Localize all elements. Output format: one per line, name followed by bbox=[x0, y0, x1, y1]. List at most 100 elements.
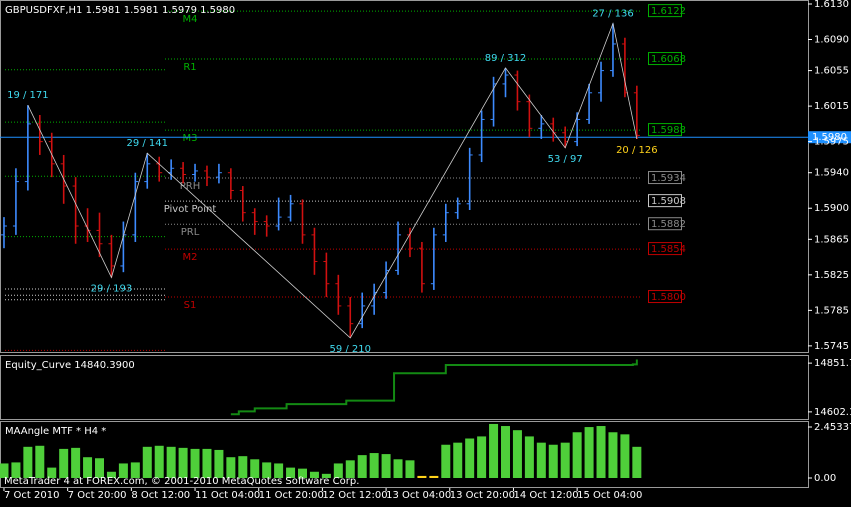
histogram-bar bbox=[345, 460, 355, 478]
histogram-bar bbox=[11, 462, 21, 478]
panel-frame bbox=[0, 355, 809, 420]
level-name: R1 bbox=[183, 62, 196, 73]
histogram-bar bbox=[548, 444, 558, 478]
level-value: 1.5908 bbox=[651, 196, 686, 207]
y-tick-label: 1.5975 bbox=[814, 137, 849, 148]
histogram-bar bbox=[381, 454, 391, 478]
histogram-bar bbox=[47, 467, 57, 478]
zigzag-label: 20 / 126 bbox=[616, 145, 658, 156]
level-value: 1.6068 bbox=[651, 54, 686, 65]
histogram-bar bbox=[250, 459, 260, 478]
level-box bbox=[648, 52, 682, 66]
zigzag-label: 27 / 136 bbox=[592, 9, 634, 20]
level-box bbox=[648, 217, 682, 231]
histogram-bar bbox=[298, 468, 308, 478]
histogram-bar bbox=[429, 475, 439, 478]
histogram-bar bbox=[417, 475, 427, 478]
panel-title: GBPUSDFXF,H1 1.5981 1.5981 1.5979 1.5980 bbox=[5, 5, 235, 16]
x-tick-label: 8 Oct 12:00 bbox=[131, 490, 190, 501]
histogram-bar bbox=[477, 436, 487, 478]
histogram-bar bbox=[321, 473, 331, 478]
level-value: 1.5854 bbox=[651, 244, 686, 255]
level-name: M3 bbox=[183, 133, 198, 144]
equity-line bbox=[230, 359, 638, 416]
histogram-bar bbox=[214, 449, 224, 478]
histogram-bar bbox=[524, 436, 534, 478]
histogram-bar bbox=[262, 462, 272, 478]
y-tick-label: 1.5900 bbox=[814, 203, 849, 214]
histogram-bar bbox=[118, 463, 128, 478]
level-name: PRH bbox=[180, 181, 201, 192]
zigzag-label: 89 / 312 bbox=[485, 53, 527, 64]
histogram-bar bbox=[130, 462, 140, 478]
zigzag-label: 29 / 193 bbox=[91, 283, 133, 294]
histogram-bar bbox=[572, 432, 582, 478]
x-tick-label: 13 Oct 04:00 bbox=[386, 490, 451, 501]
histogram-bar bbox=[95, 458, 105, 478]
histogram-bar bbox=[632, 446, 642, 478]
histogram-bar bbox=[608, 432, 618, 478]
histogram-bar bbox=[226, 457, 236, 478]
y-tick-label: 1.5785 bbox=[814, 305, 849, 316]
level-box bbox=[648, 194, 682, 208]
zigzag-label: 59 / 210 bbox=[329, 344, 371, 355]
level-name: PRL bbox=[181, 227, 200, 238]
level-value: 1.5882 bbox=[651, 219, 686, 230]
x-tick-label: 7 Oct 2010 bbox=[4, 490, 59, 501]
histogram-bar bbox=[274, 463, 284, 478]
level-value: 1.5988 bbox=[651, 125, 686, 136]
panel-frame bbox=[0, 0, 809, 353]
level-box bbox=[648, 290, 682, 304]
y-tick-label: 1.5745 bbox=[814, 341, 849, 352]
y-tick-label: 14851.73 bbox=[814, 358, 851, 369]
histogram-bar bbox=[309, 471, 319, 478]
zigzag-label: 53 / 97 bbox=[548, 154, 583, 165]
level-box bbox=[648, 4, 682, 18]
level-box bbox=[648, 123, 682, 137]
histogram-bar bbox=[106, 471, 116, 478]
histogram-bar bbox=[35, 445, 45, 478]
y-tick-label: 14602.15 bbox=[814, 407, 851, 418]
x-tick-label: 14 Oct 12:00 bbox=[513, 490, 578, 501]
histogram-bar bbox=[286, 467, 296, 478]
y-tick-label: 2.453375 bbox=[814, 422, 851, 433]
histogram-bar bbox=[500, 426, 510, 478]
panel-title: Equity_Curve 14840.3900 bbox=[5, 360, 135, 371]
x-tick-label: 11 Oct 04:00 bbox=[195, 490, 260, 501]
histogram-bar bbox=[393, 459, 403, 478]
last-price-box bbox=[808, 131, 851, 144]
histogram-bar bbox=[71, 447, 81, 478]
histogram-bar bbox=[142, 446, 152, 478]
zigzag-label: 19 / 171 bbox=[7, 90, 49, 101]
histogram-bar bbox=[166, 446, 176, 478]
y-tick-label: 1.6130 bbox=[814, 0, 849, 10]
y-tick-label: 1.6015 bbox=[814, 101, 849, 112]
y-tick-label: 1.5940 bbox=[814, 168, 849, 179]
y-tick-label: 1.6055 bbox=[814, 66, 849, 77]
level-value: 1.5934 bbox=[651, 173, 686, 184]
histogram-bar bbox=[405, 460, 415, 478]
level-name: S1 bbox=[184, 300, 197, 311]
panel-title: MAAngle MTF * H4 * bbox=[5, 426, 106, 437]
histogram-bar bbox=[238, 456, 248, 478]
histogram-bar bbox=[465, 438, 475, 478]
histogram-bar bbox=[560, 442, 570, 478]
copyright: MetaTrader 4 at FOREX.com, © 2001-2010 M… bbox=[4, 476, 359, 487]
histogram-bar bbox=[536, 442, 546, 478]
x-tick-label: 15 Oct 04:00 bbox=[577, 490, 642, 501]
last-price-label: 1.5980 bbox=[812, 132, 847, 143]
histogram-bar bbox=[333, 463, 343, 478]
x-tick-label: 7 Oct 20:00 bbox=[68, 490, 127, 501]
histogram-bar bbox=[23, 446, 33, 478]
x-tick-label: 13 Oct 20:00 bbox=[450, 490, 515, 501]
histogram-bar bbox=[441, 444, 451, 478]
y-tick-label: 1.5865 bbox=[814, 234, 849, 245]
level-name: M4 bbox=[183, 14, 198, 25]
histogram-bar bbox=[453, 442, 463, 478]
histogram-bar bbox=[369, 453, 379, 478]
histogram-bar bbox=[178, 447, 188, 478]
histogram-bar bbox=[512, 430, 522, 478]
y-tick-label: 1.5825 bbox=[814, 270, 849, 281]
